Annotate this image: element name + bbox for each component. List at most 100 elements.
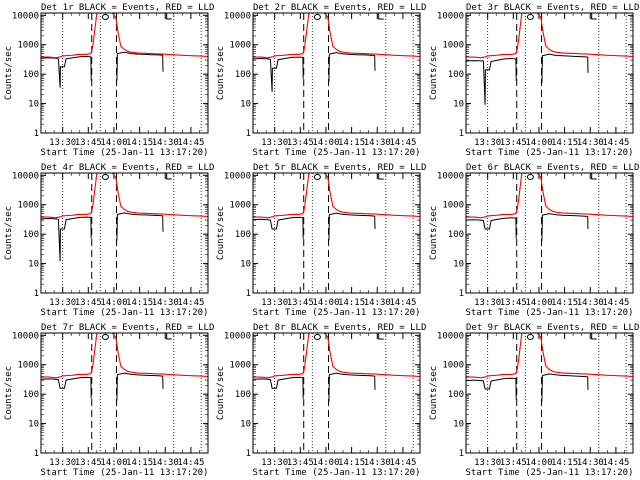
lld-series-line	[41, 13, 208, 59]
panel-3: Det 3r BLACK = Events, RED = LLD Counts/s…	[429, 3, 639, 158]
panel-8: Det 8r BLACK = Events, RED = LLD Counts/s…	[216, 323, 426, 478]
plot-frame	[40, 12, 209, 134]
bracket-marker	[166, 173, 172, 180]
series-group	[466, 333, 633, 402]
panel-title: Det 3r BLACK = Events, RED = LLD	[466, 3, 639, 13]
events-series-line	[116, 212, 164, 241]
events-series-line	[466, 57, 517, 105]
y-tick-label: 10	[240, 100, 251, 110]
series-group	[41, 173, 208, 262]
series-group	[253, 173, 420, 241]
plot-frame	[252, 12, 421, 134]
events-series-line	[541, 53, 589, 84]
lld-series-line	[253, 173, 420, 219]
y-tick-label: 10000	[12, 331, 39, 341]
x-tick-label: 13:30	[261, 458, 288, 468]
x-tick-label: 14:30	[364, 138, 391, 148]
series-group	[466, 13, 633, 105]
x-tick-label: 14:45	[177, 458, 204, 468]
panel-title: Det 4r BLACK = Events, RED = LLD	[41, 163, 214, 173]
panel-title: Det 2r BLACK = Events, RED = LLD	[253, 3, 426, 13]
x-tick-label: 14:30	[152, 458, 179, 468]
x-tick-label: 14:00	[525, 458, 552, 468]
y-tick-label: 10000	[437, 331, 464, 341]
x-axis-label: Start Time (25-Jan-11 13:17:20)	[466, 308, 634, 318]
y-tick-label: 10	[453, 260, 464, 270]
events-series-line	[328, 372, 376, 402]
y-tick-label: 1000	[442, 201, 464, 211]
series-group	[41, 13, 208, 88]
x-tick-label: 13:30	[474, 458, 501, 468]
y-tick-label: 100	[235, 70, 251, 80]
x-axis-label: Start Time (25-Jan-11 13:17:20)	[466, 468, 634, 478]
bracket-marker	[166, 13, 172, 20]
events-series-line	[253, 56, 304, 92]
plot-frame	[40, 172, 209, 294]
lld-series-line	[253, 13, 420, 59]
y-tick-label: 1	[246, 129, 251, 139]
x-tick-label: 14:00	[312, 298, 339, 308]
panel-6: Det 6r BLACK = Events, RED = LLD Counts/s…	[429, 163, 639, 318]
x-tick-label: 14:15	[551, 458, 578, 468]
events-series-line	[466, 377, 517, 400]
y-tick-label: 1	[34, 289, 39, 299]
y-tick-label: 10	[28, 260, 39, 270]
x-tick-label: 14:15	[338, 138, 365, 148]
x-tick-label: 14:30	[577, 298, 604, 308]
plot-frame	[465, 12, 634, 134]
lld-series-line	[466, 13, 633, 59]
y-tick-label: 10000	[12, 171, 39, 181]
x-tick-label: 14:15	[126, 458, 153, 468]
y-tick-label: 1000	[17, 41, 39, 51]
circle-marker	[313, 174, 321, 180]
x-tick-label: 13:45	[287, 138, 314, 148]
events-series-line	[253, 376, 304, 399]
lld-series-line	[41, 173, 208, 219]
panel-title: Det 9r BLACK = Events, RED = LLD	[466, 323, 639, 333]
y-tick-label: 10	[28, 420, 39, 430]
circle-marker	[526, 174, 534, 180]
y-tick-label: 1000	[17, 201, 39, 211]
y-tick-label: 1	[459, 289, 464, 299]
series-group	[41, 333, 208, 401]
y-tick-label: 10000	[437, 171, 464, 181]
x-tick-label: 13:30	[49, 138, 76, 148]
x-tick-label: 14:15	[551, 138, 578, 148]
y-tick-label: 100	[235, 230, 251, 240]
y-tick-label: 100	[448, 230, 464, 240]
circle-marker	[101, 174, 109, 180]
x-tick-label: 13:45	[75, 138, 102, 148]
x-tick-label: 14:45	[602, 298, 629, 308]
x-tick-label: 13:45	[500, 458, 527, 468]
y-tick-label: 1	[246, 449, 251, 459]
plot-frame	[465, 332, 634, 454]
x-axis-label: Start Time (25-Jan-11 13:17:20)	[253, 468, 421, 478]
y-axis-label: Counts/sec	[4, 206, 14, 260]
y-tick-label: 10	[453, 100, 464, 110]
panel-title: Det 8r BLACK = Events, RED = LLD	[253, 323, 426, 333]
series-group	[253, 13, 420, 92]
y-tick-label: 1000	[17, 361, 39, 371]
events-series-line	[116, 51, 164, 81]
events-series-line	[328, 212, 376, 241]
x-tick-label: 14:45	[177, 138, 204, 148]
x-tick-label: 14:00	[312, 138, 339, 148]
events-series-line	[328, 52, 376, 82]
x-tick-label: 13:30	[261, 138, 288, 148]
x-tick-label: 14:30	[364, 458, 391, 468]
plot-frame	[252, 172, 421, 294]
x-tick-label: 14:30	[364, 298, 391, 308]
y-tick-label: 1000	[229, 201, 251, 211]
x-tick-label: 14:30	[152, 298, 179, 308]
x-tick-label: 14:45	[389, 458, 416, 468]
y-tick-label: 1	[34, 129, 39, 139]
x-tick-label: 14:00	[100, 458, 127, 468]
bracket-marker	[378, 173, 384, 180]
events-series-line	[541, 213, 589, 241]
panel-title: Det 1r BLACK = Events, RED = LLD	[41, 3, 214, 13]
events-series-line	[116, 372, 164, 401]
y-tick-label: 10000	[12, 11, 39, 21]
x-tick-label: 13:45	[500, 298, 527, 308]
x-tick-label: 14:45	[177, 298, 204, 308]
